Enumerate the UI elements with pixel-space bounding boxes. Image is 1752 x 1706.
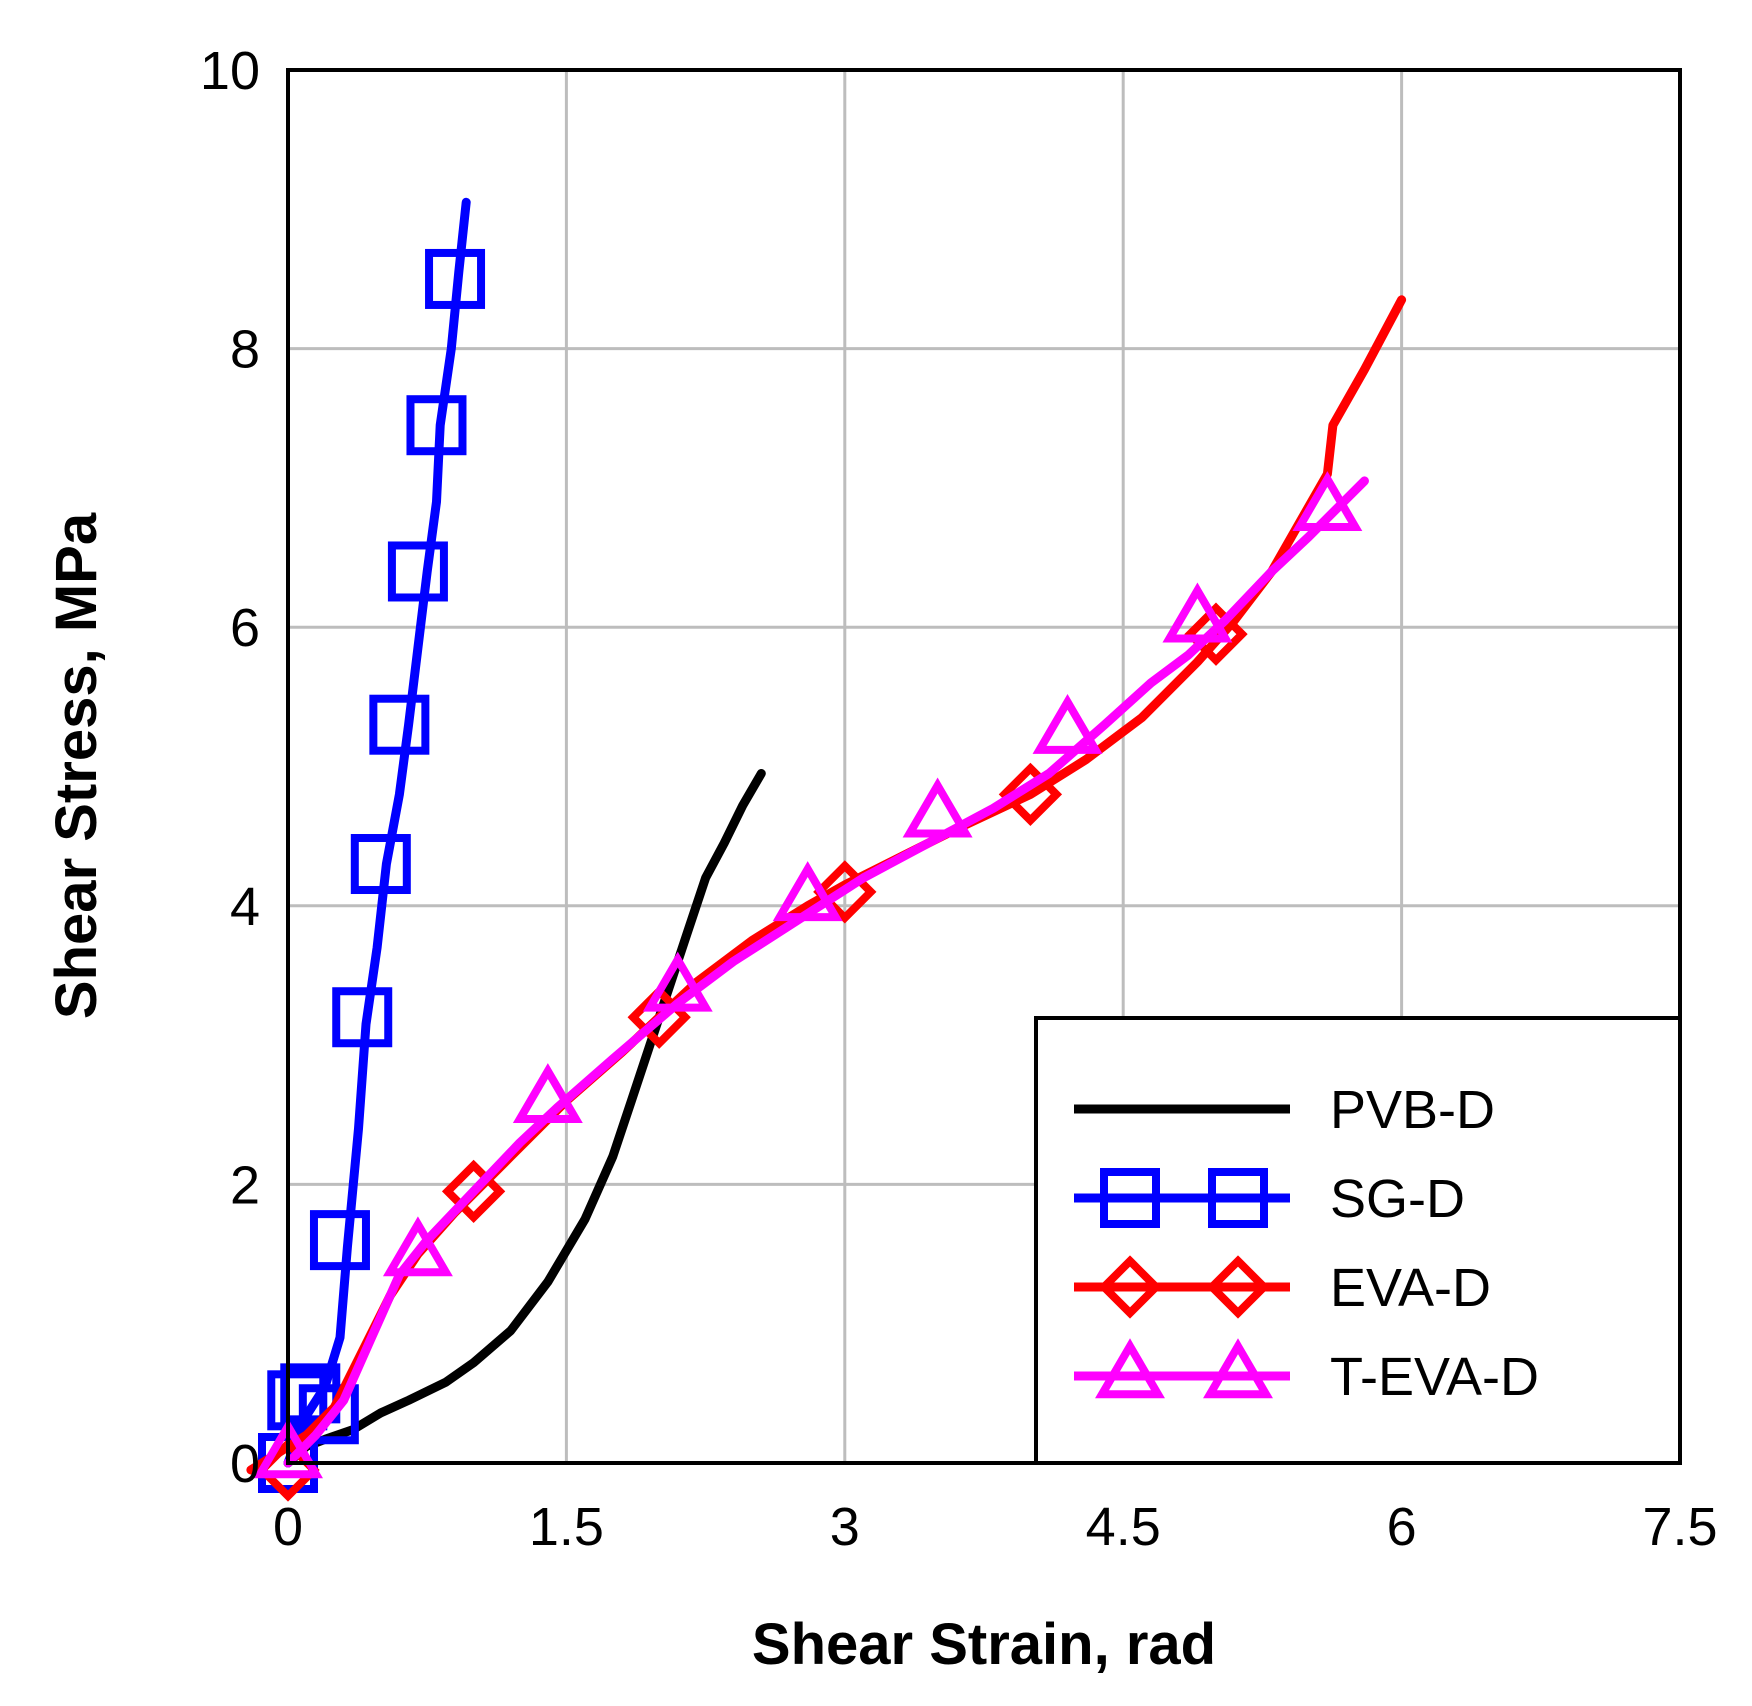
legend-entry-pvb-d: PVB-D	[1074, 1080, 1495, 1140]
triangle-marker	[902, 777, 973, 838]
legend-entry-eva-d: EVA-D	[1074, 1255, 1491, 1319]
y-tick-label: 10	[200, 41, 260, 101]
square-marker	[298, 1384, 359, 1445]
y-tick-label: 0	[230, 1434, 260, 1494]
square-marker	[309, 1210, 370, 1271]
legend: PVB-D SG-D EVA-D T-EVA-D	[1034, 1016, 1682, 1465]
triangle-marker	[1292, 471, 1363, 532]
diamond-marker	[1184, 602, 1248, 666]
plot-frame	[286, 68, 1682, 1465]
diamond-marker	[441, 1159, 506, 1224]
triangle-marker	[512, 1063, 583, 1124]
square-marker	[350, 834, 411, 895]
legend-diamond-marker	[1098, 1255, 1162, 1319]
square-marker	[332, 987, 393, 1048]
legend-square-marker	[1208, 1168, 1268, 1228]
legend-square-marker	[1100, 1168, 1160, 1228]
x-tick-label: 6	[1387, 1497, 1417, 1557]
triangle-marker	[642, 951, 713, 1012]
legend-label: PVB-D	[1330, 1080, 1495, 1140]
square-marker	[369, 694, 430, 755]
legend-label: EVA-D	[1330, 1258, 1491, 1318]
series-line-sg-d	[283, 197, 471, 1468]
x-tick-label: 0	[273, 1497, 303, 1557]
triangle-marker	[382, 1216, 453, 1277]
x-axis-title: Shear Strain, rad	[752, 1612, 1216, 1677]
legend-label: T-EVA-D	[1330, 1347, 1539, 1407]
diamond-marker	[998, 762, 1063, 827]
square-marker	[280, 1363, 341, 1424]
y-tick-label: 4	[230, 877, 260, 937]
y-tick-label: 6	[230, 598, 260, 658]
series-sg-d	[258, 197, 486, 1493]
legend-diamond-marker	[1206, 1255, 1270, 1319]
legend-entry-t-eva-d: T-EVA-D	[1074, 1338, 1539, 1407]
y-axis-title: Shear Stress, MPa	[44, 512, 109, 1019]
triangle-marker	[1032, 693, 1103, 754]
y-tick-label: 2	[230, 1155, 260, 1215]
square-marker	[267, 1370, 328, 1431]
square-marker	[406, 395, 467, 456]
square-marker	[425, 248, 486, 309]
legend-triangle-marker	[1095, 1338, 1165, 1399]
x-tick-label: 4.5	[1086, 1497, 1161, 1557]
tick-labels: 0 1.5 3 4.5 6 7.5 0 2 4 6 8 10	[200, 41, 1718, 1557]
y-tick-label: 8	[230, 320, 260, 380]
legend-label: SG-D	[1330, 1169, 1465, 1229]
square-marker	[387, 541, 448, 602]
legend-triangle-marker	[1203, 1338, 1273, 1399]
x-tick-label: 1.5	[529, 1497, 604, 1557]
legend-entry-sg-d: SG-D	[1074, 1168, 1465, 1229]
triangle-marker	[1162, 582, 1233, 643]
x-tick-label: 3	[830, 1497, 860, 1557]
legend-box	[1034, 1016, 1682, 1465]
triangle-marker	[253, 1418, 323, 1479]
series-group	[246, 197, 1407, 1502]
x-tick-label: 7.5	[1642, 1497, 1717, 1557]
series-t-eva-d	[253, 471, 1369, 1479]
triangle-marker	[772, 861, 843, 922]
